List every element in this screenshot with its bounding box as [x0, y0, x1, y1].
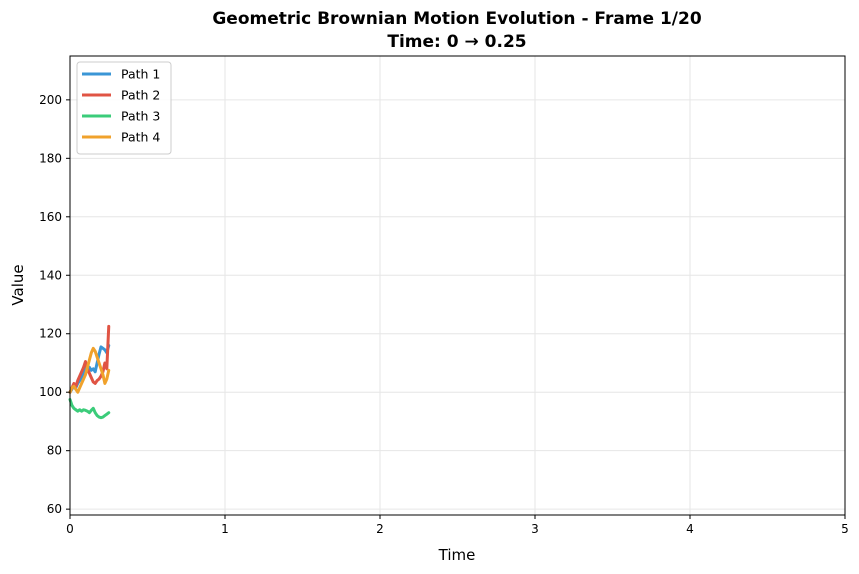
x-tick-label: 2	[376, 522, 384, 536]
x-tick-label: 0	[66, 522, 74, 536]
legend-label: Path 4	[121, 130, 160, 145]
x-tick-label: 3	[531, 522, 539, 536]
plot-frame	[69, 55, 846, 516]
y-tick-label: 160	[39, 210, 62, 224]
grid	[69, 56, 846, 515]
y-tick-label: 120	[39, 327, 62, 341]
y-tick-label: 200	[39, 93, 62, 107]
series-line-path-3	[68, 398, 111, 420]
y-tick-label: 60	[47, 502, 62, 516]
y-tick-label: 80	[47, 444, 62, 458]
y-tick-label: 140	[39, 268, 62, 282]
chart-title: Geometric Brownian Motion Evolution - Fr…	[212, 9, 701, 29]
y-tick-label: 100	[39, 385, 62, 399]
x-axis: 0 1 2 3 4 5	[66, 515, 849, 536]
series-group	[68, 324, 111, 420]
y-tick-label: 180	[39, 151, 62, 165]
legend: Path 1 Path 2 Path 3 Path 4	[76, 61, 172, 155]
x-axis-label: Time	[438, 546, 476, 564]
legend-label: Path 3	[121, 109, 160, 124]
legend-label: Path 1	[121, 67, 160, 82]
x-tick-label: 4	[686, 522, 694, 536]
y-axis: 60 80 100 120 140 160 180 200	[39, 93, 70, 516]
x-tick-label: 5	[841, 522, 849, 536]
x-tick-label: 1	[221, 522, 229, 536]
series-line-path-4	[68, 346, 111, 394]
chart-subtitle: Time: 0 → 0.25	[387, 32, 526, 52]
legend-label: Path 2	[121, 88, 160, 103]
legend-box	[76, 61, 172, 155]
y-axis-label: Value	[9, 264, 27, 305]
